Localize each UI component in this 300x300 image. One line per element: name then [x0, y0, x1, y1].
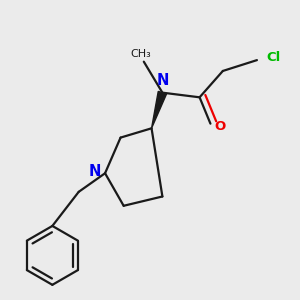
Text: N: N — [156, 74, 169, 88]
Text: O: O — [214, 120, 225, 133]
Polygon shape — [152, 92, 166, 128]
Text: Cl: Cl — [266, 51, 281, 64]
Text: CH₃: CH₃ — [130, 49, 151, 59]
Text: N: N — [89, 164, 101, 179]
